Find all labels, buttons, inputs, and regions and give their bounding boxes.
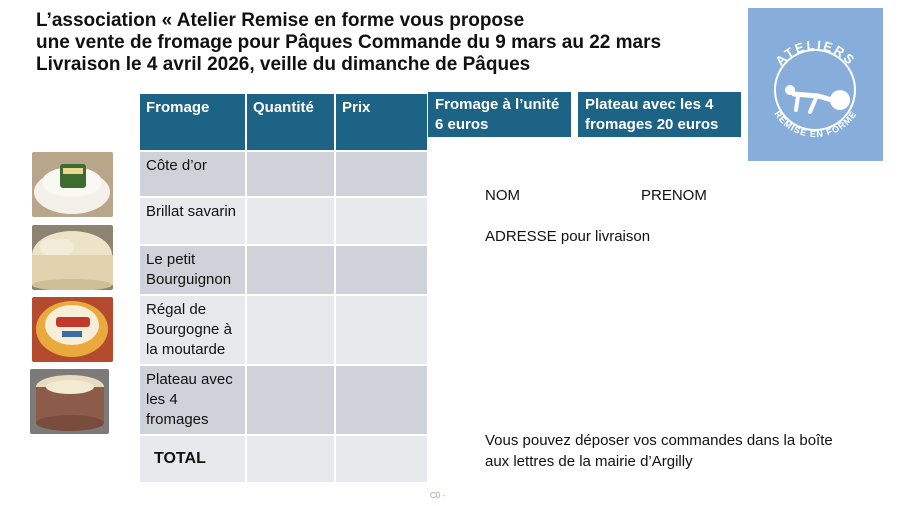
unit-price-box: Fromage à l’unité 6 euros [428,92,571,137]
classification-tag: C0 - [430,491,446,500]
cheese-petit-bourguignon-photo [32,297,113,362]
price-cell[interactable] [334,364,429,436]
table-row: Brillat savarin [138,196,429,246]
cheese-name-cell: Plateau avec les 4 fromages [138,364,247,436]
table-row: Le petit Bourguignon [138,244,429,296]
quantity-cell[interactable] [245,150,336,198]
prenom-label: PRENOM [641,187,707,204]
quantity-cell[interactable] [245,294,336,366]
nom-label: NOM [485,187,520,204]
ateliers-logo: ATELIERS REMISE EN FORME [748,8,883,161]
table-row: Côte d’or [138,150,429,198]
price-cell[interactable] [334,196,429,246]
table-row: Plateau avec les 4 fromages [138,364,429,436]
cheese-name-cell: Régal de Bourgogne à la moutarde [138,294,247,366]
deposit-note: Vous pouvez déposer vos commandes dans l… [485,432,833,470]
plate-price-box: Plateau avec les 4 fromages 20 euros [578,92,741,137]
svg-text:ATELIERS: ATELIERS [772,37,858,68]
cheese-cote-dor-photo [32,152,113,217]
cheese-plateau-photo [30,369,109,434]
table-row: Régal de Bourgogne à la moutarde [138,294,429,366]
adresse-label: ADRESSE pour livraison [485,228,651,245]
total-row: TOTAL [138,434,429,484]
total-price-cell[interactable] [334,434,429,484]
table-header-row: Fromage Quantité Prix [138,92,429,152]
fitness-logo-icon: ATELIERS REMISE EN FORME [772,37,858,139]
title-line-3: Livraison le 4 avril 2026, veille du dim… [36,54,531,75]
title-line-2: une vente de fromage pour Pâques Command… [36,32,662,53]
quantity-cell[interactable] [245,196,336,246]
total-quantity-cell[interactable] [245,434,336,484]
header-prix: Prix [334,92,429,152]
price-cell[interactable] [334,244,429,296]
quantity-cell[interactable] [245,244,336,296]
quantity-cell[interactable] [245,364,336,436]
page-title: L’association « Atelier Remise en forme … [36,10,756,76]
total-label: TOTAL [138,434,247,484]
svg-text:REMISE EN FORME: REMISE EN FORME [772,109,858,139]
price-cell[interactable] [334,150,429,198]
cheese-name-cell: Côte d’or [138,150,247,198]
cheese-name-cell: Le petit Bourguignon [138,244,247,296]
order-table: Fromage Quantité Prix Côte d’or Brillat … [138,92,429,484]
title-line-1: L’association « Atelier Remise en forme … [36,10,525,31]
price-cell[interactable] [334,294,429,366]
cheese-brillat-savarin-photo [32,225,113,290]
header-quantite: Quantité [245,92,336,152]
header-fromage: Fromage [138,92,247,152]
cheese-name-cell: Brillat savarin [138,196,247,246]
